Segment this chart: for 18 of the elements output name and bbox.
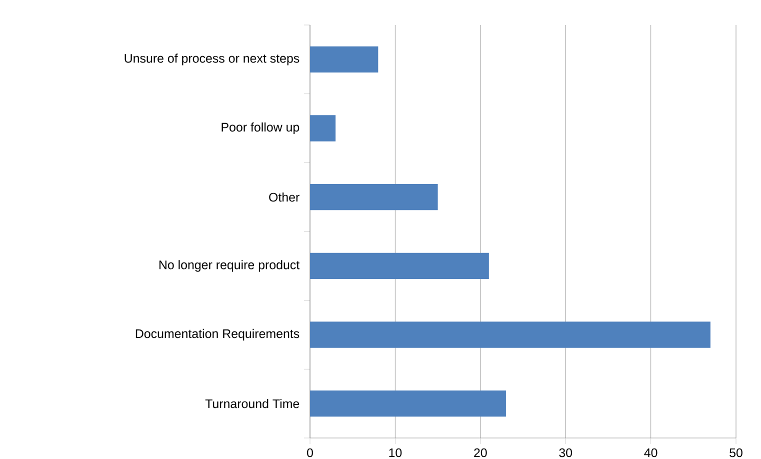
- x-tick-label: 30: [559, 448, 572, 458]
- y-tick-label: Turnaround Time: [205, 398, 300, 408]
- y-tick-label: No longer require product: [159, 260, 300, 272]
- bar: [310, 252, 489, 279]
- bar: [310, 184, 438, 210]
- y-tick-label: Poor follow up: [222, 122, 300, 134]
- y-tick-label: Documentation Requirements: [136, 328, 300, 341]
- x-tick-label: 0: [307, 448, 313, 458]
- y-tick-label: Unsure of process or next steps: [124, 54, 300, 66]
- bar: [310, 390, 506, 417]
- bar: [310, 46, 378, 72]
- bar: [310, 115, 336, 142]
- x-tick-label: 20: [474, 448, 487, 458]
- x-tick-label: 50: [730, 448, 742, 458]
- y-tick-label: Other: [269, 192, 300, 202]
- x-tick-label: 10: [389, 448, 402, 458]
- bar: [310, 322, 710, 348]
- x-tick-label: 40: [644, 448, 658, 458]
